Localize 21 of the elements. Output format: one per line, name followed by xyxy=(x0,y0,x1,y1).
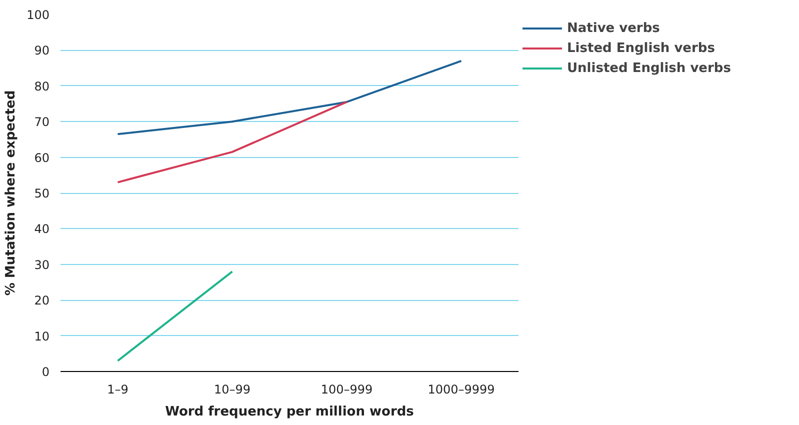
x-tick-label: 100–999 xyxy=(320,382,373,396)
y-tick-label: 100 xyxy=(26,8,50,22)
x-tick-label: 1–9 xyxy=(107,382,128,396)
line-series xyxy=(116,60,462,136)
y-tick-label: 50 xyxy=(34,186,50,200)
x-axis-title: Word frequency per million words xyxy=(165,404,414,420)
legend-label: Listed English verbs xyxy=(567,40,715,56)
y-tick-label: 90 xyxy=(34,44,50,58)
legend-label: Unlisted English verbs xyxy=(567,60,731,76)
y-tick-label: 40 xyxy=(34,222,50,236)
x-tick-label: 1000–9999 xyxy=(428,382,495,396)
y-tick-label: 10 xyxy=(34,329,50,344)
y-axis-title: % Mutation where expected xyxy=(4,90,19,296)
y-tick-label: 30 xyxy=(34,258,50,272)
legend-label: Native verbs xyxy=(567,20,660,36)
y-tick-label: 80 xyxy=(34,79,50,94)
y-tick-label: 60 xyxy=(34,150,50,165)
y-tick-label: 20 xyxy=(34,294,50,308)
y-tick-label: 70 xyxy=(34,115,50,130)
y-tick-label: 0 xyxy=(42,365,50,379)
x-tick-label: 10–99 xyxy=(214,382,251,396)
